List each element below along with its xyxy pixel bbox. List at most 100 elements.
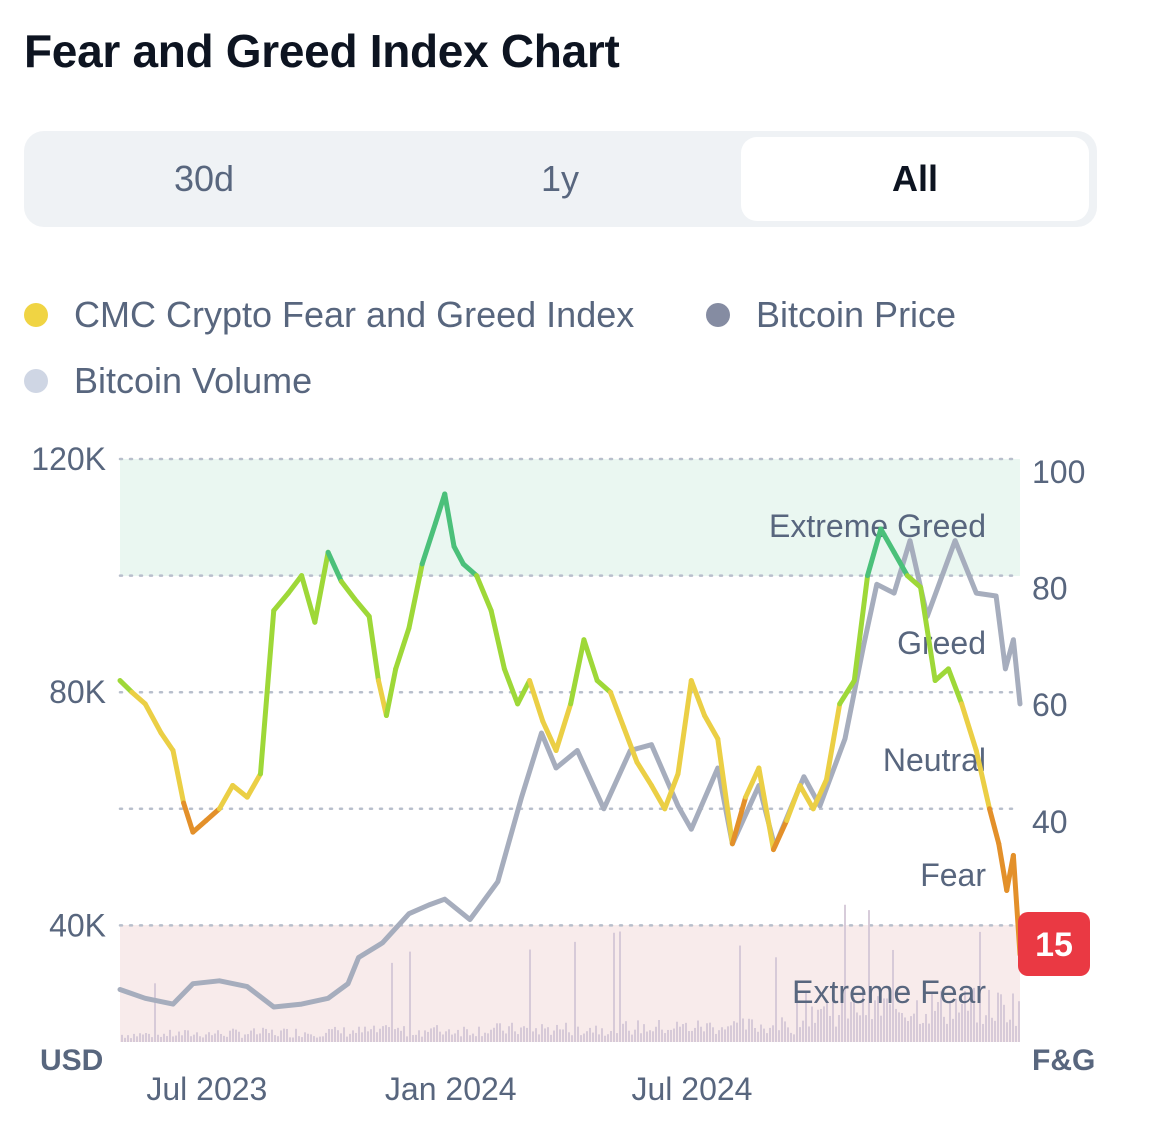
right-tick-label: 40: [1032, 804, 1068, 840]
fear-greed-segment: [823, 701, 843, 783]
fear-greed-segment: [271, 590, 291, 614]
volume-bar: [184, 1030, 186, 1042]
volume-bar: [802, 1020, 804, 1042]
legend-item-bitcoin-volume[interactable]: Bitcoin Volume: [24, 360, 312, 402]
volume-bar: [739, 945, 741, 1042]
volume-bar: [880, 1015, 882, 1042]
volume-bar: [667, 1029, 669, 1042]
volume-bar: [550, 1034, 552, 1042]
volume-bar: [835, 1026, 837, 1042]
volume-bar: [694, 1027, 696, 1042]
volume-bar: [922, 1022, 924, 1042]
legend-label: Bitcoin Volume: [74, 360, 313, 401]
volume-bar: [205, 1034, 207, 1042]
volume-bar: [121, 1034, 123, 1042]
volume-bar: [754, 1028, 756, 1042]
volume-bar: [841, 998, 843, 1042]
volume-bar: [943, 1016, 945, 1042]
fear-greed-segment: [810, 777, 829, 812]
volume-bar: [220, 1033, 222, 1042]
volume-bar: [304, 1032, 306, 1042]
volume-bar: [415, 1034, 417, 1042]
fear-greed-segment: [203, 806, 222, 823]
volume-bar: [877, 996, 879, 1042]
volume-bar: [541, 1024, 543, 1042]
volume-bar: [589, 1027, 591, 1042]
x-tick-label: Jul 2023: [146, 1071, 267, 1107]
volume-bar: [181, 1035, 183, 1042]
volume-bar: [265, 1028, 267, 1042]
volume-bar: [241, 1037, 243, 1042]
volume-bar: [442, 1034, 444, 1042]
volume-bar: [1018, 1001, 1020, 1042]
volume-bar: [913, 1013, 915, 1042]
volume-bar: [496, 1023, 498, 1042]
volume-bar: [742, 1018, 744, 1042]
tab-1y[interactable]: 1y: [540, 158, 580, 199]
volume-bar: [529, 949, 531, 1042]
volume-bar: [850, 1001, 852, 1042]
volume-bar: [655, 1026, 657, 1042]
volume-bar: [808, 1026, 810, 1042]
fear-greed-segment: [973, 748, 993, 812]
fear-greed-line: [117, 491, 1023, 958]
volume-bar: [982, 1023, 984, 1042]
fear-greed-segment: [932, 666, 951, 684]
volume-bar: [358, 1026, 360, 1042]
volume-bar: [337, 1030, 339, 1042]
volume-bar: [706, 1023, 708, 1042]
volume-bar: [193, 1034, 195, 1042]
volume-bar: [535, 1028, 537, 1042]
volume-bar: [979, 931, 981, 1042]
fear-greed-segment: [285, 573, 305, 596]
volume-bar: [124, 1037, 126, 1042]
volume-bar: [136, 1036, 138, 1042]
volume-bar: [421, 1036, 423, 1042]
volume-bar: [373, 1025, 375, 1042]
tab-30d[interactable]: 30d: [173, 158, 235, 199]
volume-bar: [838, 1015, 840, 1042]
volume-bar: [439, 1031, 441, 1042]
fear-greed-segment: [540, 718, 559, 753]
fear-greed-segment: [338, 578, 358, 602]
volume-bar: [844, 904, 846, 1042]
legend-item-bitcoin-price[interactable]: Bitcoin Price: [706, 294, 956, 336]
volume-bar: [775, 957, 777, 1042]
volume-bar: [259, 1033, 261, 1042]
volume-bar: [661, 1029, 663, 1042]
volume-bar: [553, 1030, 555, 1042]
volume-bar: [940, 991, 942, 1042]
volume-bar: [370, 1029, 372, 1042]
volume-bar: [649, 1030, 651, 1042]
fear-greed-segment: [702, 713, 721, 742]
volume-bar: [142, 1034, 144, 1042]
fear-greed-segment: [878, 526, 897, 555]
fear-greed-segment: [299, 573, 318, 625]
volume-bar: [430, 1028, 432, 1042]
volume-bar: [283, 1028, 285, 1042]
volume-bar: [436, 1025, 438, 1042]
fear-greed-segment: [996, 841, 1010, 893]
fear-greed-segment: [244, 771, 264, 800]
volume-bar: [400, 1030, 402, 1042]
volume-bar: [988, 989, 990, 1042]
volume-bar: [595, 1025, 597, 1042]
volume-bar: [325, 1032, 327, 1042]
legend-item-fear-greed[interactable]: CMC Crypto Fear and Greed Index: [24, 294, 634, 336]
volume-bar: [139, 1033, 141, 1042]
volume-bar: [490, 1029, 492, 1042]
volume-bar: [460, 1036, 462, 1042]
volume-bar: [394, 1029, 396, 1042]
volume-bar: [601, 1028, 603, 1042]
volume-bar: [937, 1002, 939, 1042]
volume-bar: [229, 1030, 231, 1042]
volume-bar: [343, 1027, 345, 1042]
volume-bar: [475, 1036, 477, 1042]
volume-bar: [925, 1013, 927, 1042]
volume-bar: [781, 1017, 783, 1042]
tab-all[interactable]: All: [741, 137, 1089, 221]
volume-bar: [712, 1027, 714, 1042]
volume-bar: [511, 1022, 513, 1042]
volume-bar: [148, 1033, 150, 1042]
